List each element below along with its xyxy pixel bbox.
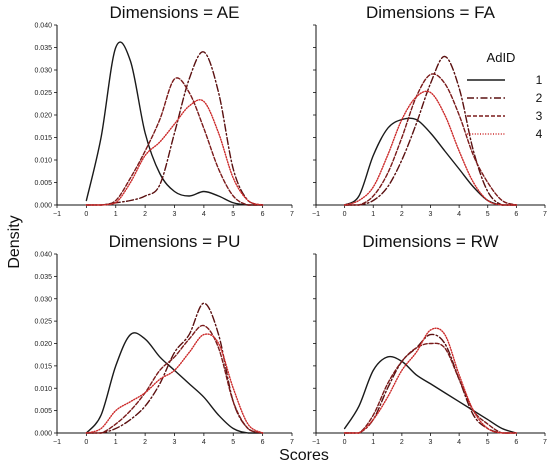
legend-label: 3 xyxy=(536,109,543,123)
panel-2: Dimensions = FA −1 0 1 2 3 4 5 6 7 xyxy=(312,3,547,218)
x-tick-label: 0 xyxy=(343,211,347,218)
panel-title: Dimensions = PU xyxy=(109,232,241,251)
x-tick-label: 7 xyxy=(543,211,547,218)
x-tick-label: 6 xyxy=(261,439,265,446)
y-tick-label: 0.040 xyxy=(34,23,52,30)
panel-4: Dimensions = RW −1 0 1 2 3 4 5 6 7 xyxy=(312,232,547,446)
series-line-adid-2 xyxy=(85,51,264,206)
y-tick-label: 0.020 xyxy=(34,341,52,348)
legend-label: 4 xyxy=(536,127,543,141)
panels-group: Dimensions = AE −1 0 1 2 3 4 5 6 7 0.000 0.005 0.010… xyxy=(34,3,547,446)
y-tick-label: 0.040 xyxy=(34,252,52,259)
legend: AdID 1 2 3 4 xyxy=(467,50,543,141)
series-line-adid-4 xyxy=(85,333,264,434)
panel-1: Dimensions = AE −1 0 1 2 3 4 5 6 7 0.000 0.005 0.010… xyxy=(34,3,294,218)
x-tick-label: 7 xyxy=(290,439,294,446)
x-tick-label: 4 xyxy=(457,211,461,218)
y-tick-label: 0.020 xyxy=(34,113,52,120)
y-tick-label: 0.010 xyxy=(34,386,52,393)
y-tick-label: 0.025 xyxy=(34,319,52,326)
x-tick-label: 3 xyxy=(173,439,177,446)
x-tick-label: 2 xyxy=(143,439,147,446)
y-tick-label: 0.005 xyxy=(34,408,52,415)
x-tick-label: 0 xyxy=(343,439,347,446)
series-line-adid-1 xyxy=(343,355,518,434)
x-tick-label: 5 xyxy=(231,211,235,218)
series-line-adid-4 xyxy=(343,327,518,434)
y-tick-label: 0.015 xyxy=(34,363,52,370)
series-line-adid-4 xyxy=(85,99,264,206)
y-tick-label: 0.035 xyxy=(34,45,52,52)
series-line-adid-3 xyxy=(343,342,518,434)
legend-label: 2 xyxy=(536,91,543,105)
series-line-adid-1 xyxy=(85,332,264,434)
y-tick-label: 0.030 xyxy=(34,296,52,303)
x-tick-label: 3 xyxy=(173,211,177,218)
x-tick-label: 1 xyxy=(114,439,118,446)
legend-label: 1 xyxy=(536,73,543,87)
panel-title: Dimensions = AE xyxy=(110,3,240,22)
panel-3: Dimensions = PU −1 0 1 2 3 4 5 6 7 0.000 0.005 0.010… xyxy=(34,232,294,446)
x-tick-label: 2 xyxy=(143,211,147,218)
y-tick-label: 0.000 xyxy=(34,431,52,438)
y-tick-label: 0.015 xyxy=(34,135,52,142)
panel-title: Dimensions = FA xyxy=(366,3,496,22)
x-tick-label: 0 xyxy=(84,439,88,446)
y-tick-label: 0.000 xyxy=(34,203,52,210)
x-tick-label: 5 xyxy=(486,439,490,446)
x-tick-label: −1 xyxy=(53,439,61,446)
series-line-adid-3 xyxy=(85,324,264,434)
x-tick-label: 1 xyxy=(371,211,375,218)
panel-title: Dimensions = RW xyxy=(362,232,498,251)
x-tick-label: 0 xyxy=(84,211,88,218)
x-tick-label: 4 xyxy=(202,211,206,218)
x-tick-label: 2 xyxy=(400,211,404,218)
x-tick-label: −1 xyxy=(312,211,320,218)
x-tick-label: 6 xyxy=(261,211,265,218)
legend-title: AdID xyxy=(487,50,516,65)
x-tick-label: 3 xyxy=(429,439,433,446)
x-tick-label: 1 xyxy=(114,211,118,218)
x-tick-label: 4 xyxy=(202,439,206,446)
x-tick-label: 3 xyxy=(429,211,433,218)
x-tick-label: 7 xyxy=(543,439,547,446)
y-tick-label: 0.025 xyxy=(34,90,52,97)
series-line-adid-1 xyxy=(85,41,264,206)
x-axis-label: Scores xyxy=(279,447,329,464)
x-tick-label: −1 xyxy=(312,439,320,446)
x-tick-label: −1 xyxy=(53,211,61,218)
x-tick-label: 4 xyxy=(457,439,461,446)
series-line-adid-3 xyxy=(85,77,264,206)
x-tick-label: 5 xyxy=(486,211,490,218)
x-tick-label: 6 xyxy=(514,211,518,218)
series-line-adid-4 xyxy=(343,90,518,206)
x-tick-label: 6 xyxy=(514,439,518,446)
y-axis-label: Density xyxy=(6,215,23,268)
x-tick-label: 5 xyxy=(231,439,235,446)
y-tick-label: 0.005 xyxy=(34,180,52,187)
x-tick-label: 1 xyxy=(371,439,375,446)
y-tick-label: 0.030 xyxy=(34,68,52,75)
series-line-adid-2 xyxy=(343,55,518,206)
y-tick-label: 0.035 xyxy=(34,274,52,281)
x-tick-label: 2 xyxy=(400,439,404,446)
y-tick-label: 0.010 xyxy=(34,158,52,165)
series-line-adid-3 xyxy=(343,73,518,206)
x-tick-label: 7 xyxy=(290,211,294,218)
